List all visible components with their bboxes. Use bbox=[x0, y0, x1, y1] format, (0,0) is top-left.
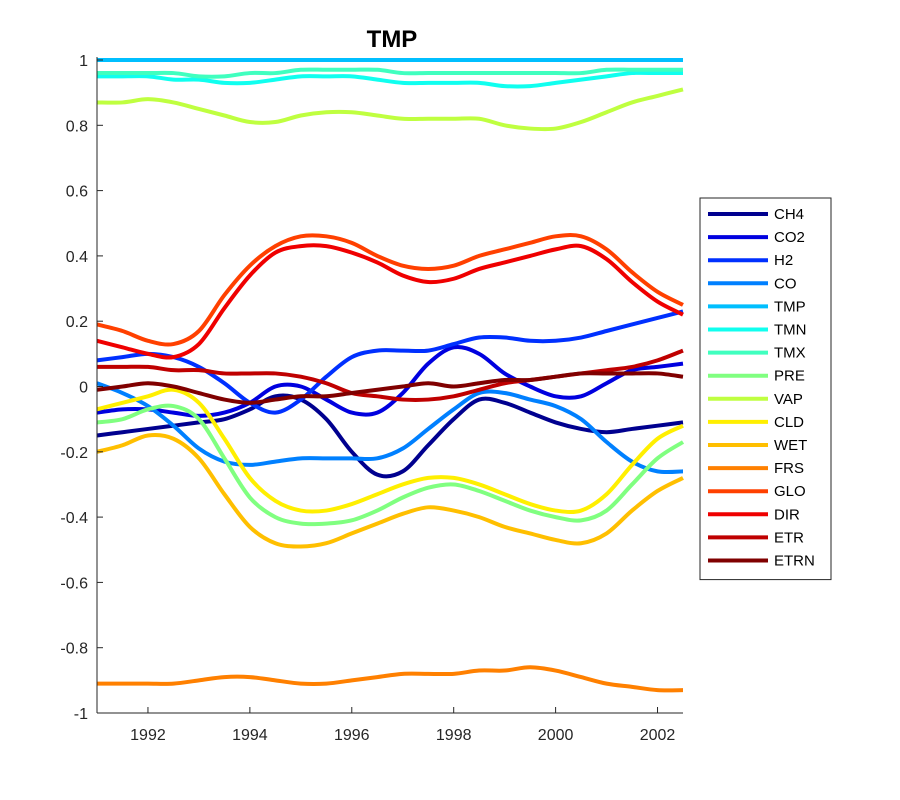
y-tick-label: -1 bbox=[74, 706, 88, 723]
y-tick-label: -0.8 bbox=[60, 641, 88, 658]
x-tick-label: 1998 bbox=[436, 727, 472, 744]
legend-label-tmx: TMX bbox=[774, 345, 806, 362]
series-line-tmn bbox=[96, 70, 683, 89]
series-line-tmx bbox=[97, 67, 683, 79]
x-tick-label: 1996 bbox=[334, 727, 370, 744]
y-tick-label: 0.8 bbox=[66, 118, 88, 135]
series-line-co bbox=[96, 381, 684, 475]
legend-label-h2: H2 bbox=[774, 252, 793, 269]
legend-label-wet: WET bbox=[774, 437, 807, 454]
legend-label-tmp: TMP bbox=[774, 298, 806, 315]
series-line-pre bbox=[96, 403, 685, 527]
y-tick-label: 0.6 bbox=[66, 184, 88, 201]
x-tick-label: 1994 bbox=[232, 727, 268, 744]
y-tick-label: -0.2 bbox=[60, 445, 88, 462]
legend-label-glo: GLO bbox=[774, 483, 806, 500]
y-tick-label: 0.2 bbox=[66, 314, 88, 331]
legend-label-ch4: CH4 bbox=[774, 206, 804, 223]
y-tick-label: 0.4 bbox=[66, 249, 88, 266]
series-line-glo bbox=[96, 233, 684, 347]
legend-label-co: CO bbox=[774, 275, 797, 292]
legend-label-dir: DIR bbox=[774, 506, 800, 523]
series-line-h2 bbox=[96, 309, 684, 415]
x-tick-label: 1992 bbox=[130, 727, 166, 744]
x-tick-label: 2002 bbox=[640, 727, 676, 744]
series-layer bbox=[96, 58, 685, 693]
legend-label-etrn: ETRN bbox=[774, 553, 815, 570]
series-line-wet bbox=[96, 432, 684, 549]
legend-label-cld: CLD bbox=[774, 414, 804, 431]
series-line-cld bbox=[96, 387, 684, 515]
y-tick-label: -0.4 bbox=[60, 510, 88, 527]
y-tick-label: 0 bbox=[79, 380, 88, 397]
legend: CH4 CO2 H2 CO TMP TMN TMX PRE VAP CLD WET FRS GLO DIR… bbox=[699, 197, 832, 581]
series-line-etrn bbox=[96, 371, 684, 405]
y-tick-label: 1 bbox=[79, 53, 88, 70]
series-line-dir bbox=[96, 243, 684, 360]
x-tick-label: 2000 bbox=[538, 727, 574, 744]
legend-label-frs: FRS bbox=[774, 460, 804, 477]
series-line-ch4 bbox=[96, 393, 684, 479]
legend-label-tmn: TMN bbox=[774, 322, 807, 339]
legend-label-etr: ETR bbox=[774, 529, 804, 546]
series-line-frs bbox=[97, 665, 684, 693]
legend-label-co2: CO2 bbox=[774, 229, 805, 246]
axes: -1 -0.8 -0.6 -0.4 -0.2 0 0.2 0.4 0.6 0.8 1 1992 1994… bbox=[60, 53, 683, 744]
chart-title: TMP bbox=[367, 26, 418, 53]
legend-box bbox=[699, 197, 832, 581]
legend-label-pre: PRE bbox=[774, 368, 805, 385]
series-line-vap bbox=[96, 87, 684, 132]
legend-label-vap: VAP bbox=[774, 391, 803, 408]
y-tick-label: -0.6 bbox=[60, 575, 88, 592]
